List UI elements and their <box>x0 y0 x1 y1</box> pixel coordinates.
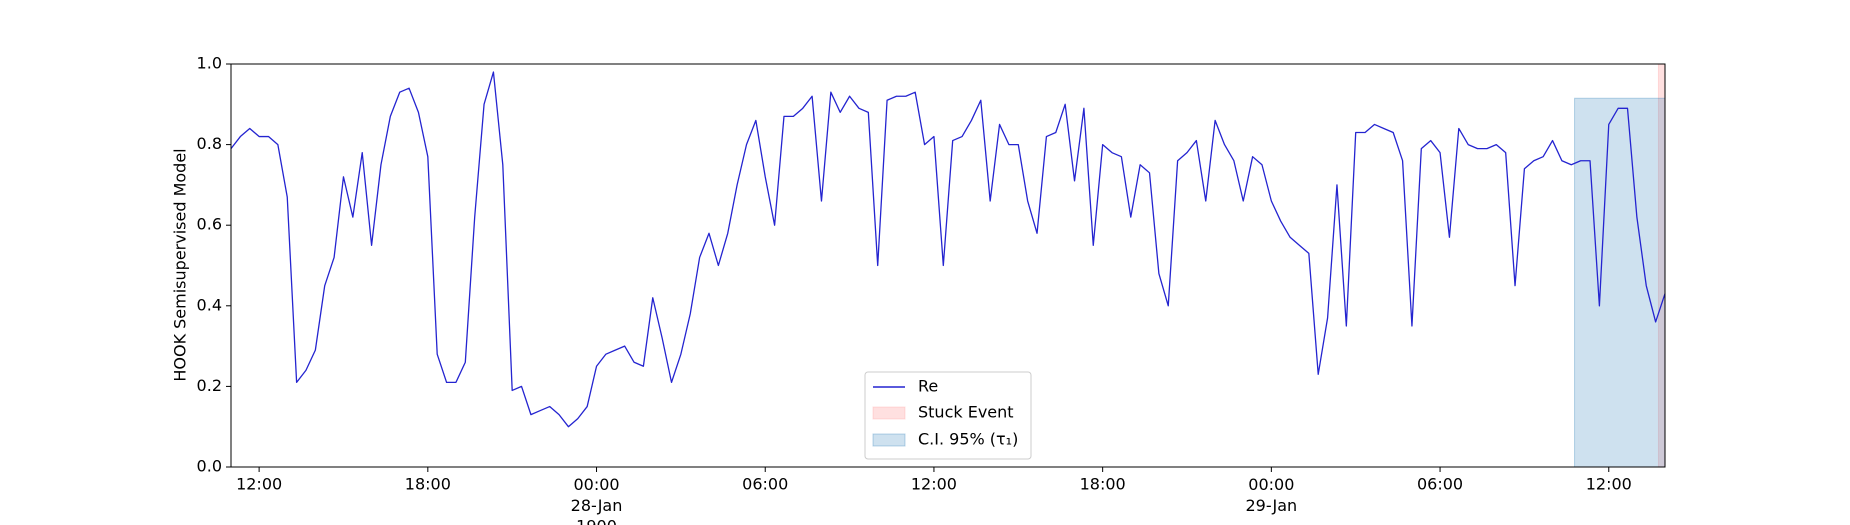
x-tick-label: 06:00 <box>1417 475 1463 494</box>
x-tick-label: 12:00 <box>1586 475 1632 494</box>
x-tick-label: 12:00 <box>236 475 282 494</box>
y-tick-label: 0.0 <box>197 457 222 476</box>
x-tick-label: 18:00 <box>1080 475 1126 494</box>
legend-box <box>864 371 1032 460</box>
legend-label: Re <box>918 377 938 396</box>
legend-swatch <box>872 433 906 447</box>
y-tick-label: 0.4 <box>197 295 222 314</box>
y-tick-label: 0.6 <box>197 215 222 234</box>
x-tick-label: 18:00 <box>405 475 451 494</box>
shaded-region <box>1574 97 1666 468</box>
legend-swatch <box>872 406 906 420</box>
legend-label: Stuck Event <box>918 403 1014 422</box>
axes-frame <box>230 63 1666 468</box>
y-tick-label: 1.0 <box>197 54 222 73</box>
x-tick-label: 06:00 <box>742 475 788 494</box>
x-tick-label: 00:00 29-Jan <box>1246 475 1298 515</box>
legend-label: C.I. 95% (τ₁) <box>918 430 1018 449</box>
y-tick-label: 0.8 <box>197 134 222 153</box>
x-tick-label: 12:00 <box>911 475 957 494</box>
data-line <box>230 71 1666 428</box>
y-axis-label: HOOK Semisupervised Model <box>171 148 190 381</box>
y-tick-label: 0.2 <box>197 376 222 395</box>
